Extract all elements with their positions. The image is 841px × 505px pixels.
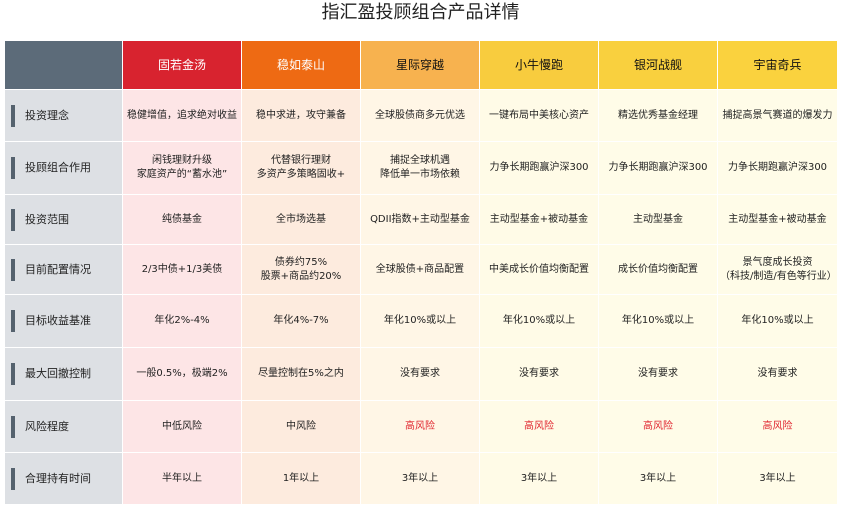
table-cell: 3年以上: [360, 452, 480, 505]
table-row: 投顾组合作用 闲钱理财升级 家庭资产的“蓄水池” 代替银行理财 多资产多策略固收+ 捕…: [4, 141, 838, 195]
row-label: 风险程度: [25, 419, 69, 433]
row-header-cell: 目标收益基准: [4, 294, 123, 348]
table-cell: 3年以上: [598, 452, 718, 505]
row-label: 最大回撤控制: [25, 367, 91, 380]
table-cell: 1年以上: [241, 452, 361, 505]
table-cell: 全市场选基: [241, 194, 361, 245]
table-cell: QDII指数+主动型基金: [360, 194, 480, 245]
table-cell: 年化10%或以上: [598, 294, 718, 348]
table-cell: 没有要求: [479, 347, 599, 401]
row-label: 目前配置情况: [25, 262, 91, 276]
header-corner-cell: [4, 40, 123, 90]
table-cell: 全球股债商多元优选: [360, 89, 480, 142]
table-cell: 没有要求: [598, 347, 718, 401]
table-cell: 主动型基金+被动基金: [479, 194, 599, 245]
table-cell: 高风险: [717, 400, 838, 453]
row-header-cell: 投资范围: [4, 194, 123, 245]
product-header-cell: 稳如泰山: [241, 40, 361, 90]
table-cell: 债券约75% 股票+商品约20%: [241, 244, 361, 295]
table-cell: 捕捉高景气赛道的爆发力: [717, 89, 838, 142]
product-header-cell: 宇宙奇兵: [717, 40, 838, 90]
table-row: 投资理念 稳健增值，追求绝对收益 稳中求进，攻守兼备 全球股债商多元优选 一键布局中美核…: [4, 89, 838, 142]
row-header-cell: 最大回撤控制: [4, 347, 123, 401]
table-row: 合理持有时间 半年以上 1年以上 3年以上 3年以上 3年以上 3年以上: [4, 452, 838, 505]
table-cell: 尽量控制在5%之内: [241, 347, 361, 401]
row-label: 合理持有时间: [25, 471, 91, 485]
table-cell: 中美成长价值均衡配置: [479, 244, 599, 295]
row-header-cell: 投顾组合作用: [4, 141, 123, 195]
row-marker-bar: [11, 157, 15, 179]
table-cell: 捕捉全球机遇 降低单一市场依赖: [360, 141, 480, 195]
table-cell: 力争长期跑赢沪深300: [598, 141, 718, 195]
table-cell: 没有要求: [717, 347, 838, 401]
row-marker-bar: [11, 258, 15, 281]
table-cell: 没有要求: [360, 347, 480, 401]
row-label: 投资理念: [25, 108, 69, 122]
table-cell: 年化4%-7%: [241, 294, 361, 348]
table-cell: 高风险: [479, 400, 599, 453]
table-cell: 景气度成长投资 （科技/制造/有色等行业）: [717, 244, 838, 295]
table-cell: 纯债基金: [122, 194, 242, 245]
row-marker-bar: [11, 415, 15, 438]
table-row: 目标收益基准 年化2%-4% 年化4%-7% 年化10%或以上 年化10%或以上 年化10…: [4, 294, 838, 348]
row-label: 投顾组合作用: [25, 161, 91, 174]
row-marker-bar: [11, 208, 15, 231]
table-cell: 2/3中债+1/3美债: [122, 244, 242, 295]
product-header-cell: 固若金汤: [122, 40, 242, 90]
table-row: 风险程度 中低风险 中风险 高风险 高风险 高风险 高风险: [4, 400, 838, 453]
row-marker-bar: [11, 467, 15, 490]
row-label: 投资范围: [25, 212, 69, 226]
table-cell: 全球股债+商品配置: [360, 244, 480, 295]
table-cell: 高风险: [360, 400, 480, 453]
row-marker-bar: [11, 104, 15, 127]
table-cell: 主动型基金: [598, 194, 718, 245]
row-marker-bar: [11, 363, 15, 385]
table-cell: 年化10%或以上: [479, 294, 599, 348]
table-cell: 中风险: [241, 400, 361, 453]
product-comparison-table: 固若金汤 稳如泰山 星际穿越 小牛慢跑 银河战舰 宇宙奇兵 投资理念 稳健增值，追…: [4, 40, 838, 505]
row-header-cell: 投资理念: [4, 89, 123, 142]
table-row: 最大回撤控制 一般0.5%，极端2% 尽量控制在5%之内 没有要求 没有要求 没有要求 没有…: [4, 347, 838, 401]
table-cell: 代替银行理财 多资产多策略固收+: [241, 141, 361, 195]
table-cell: 高风险: [598, 400, 718, 453]
table-cell: 半年以上: [122, 452, 242, 505]
table-cell: 一键布局中美核心资产: [479, 89, 599, 142]
product-header-cell: 银河战舰: [598, 40, 718, 90]
row-header-cell: 目前配置情况: [4, 244, 123, 295]
row-marker-bar: [11, 310, 15, 332]
table-cell: 年化10%或以上: [717, 294, 838, 348]
table-cell: 年化10%或以上: [360, 294, 480, 348]
table-cell: 主动型基金+被动基金: [717, 194, 838, 245]
table-cell: 精选优秀基金经理: [598, 89, 718, 142]
row-header-cell: 合理持有时间: [4, 452, 123, 505]
header-row: 固若金汤 稳如泰山 星际穿越 小牛慢跑 银河战舰 宇宙奇兵: [4, 40, 838, 90]
product-header-cell: 小牛慢跑: [479, 40, 599, 90]
page-title: 指汇盈投顾组合产品详情: [321, 2, 520, 23]
table-cell: 一般0.5%，极端2%: [122, 347, 242, 401]
row-label: 目标收益基准: [25, 314, 91, 327]
table-cell: 3年以上: [717, 452, 838, 505]
table-row: 投资范围 纯债基金 全市场选基 QDII指数+主动型基金 主动型基金+被动基金 主动型基金…: [4, 194, 838, 245]
table-cell: 年化2%-4%: [122, 294, 242, 348]
row-header-cell: 风险程度: [4, 400, 123, 453]
table-cell: 稳中求进，攻守兼备: [241, 89, 361, 142]
table-cell: 力争长期跑赢沪深300: [479, 141, 599, 195]
table-cell: 稳健增值，追求绝对收益: [122, 89, 242, 142]
table-cell: 中低风险: [122, 400, 242, 453]
product-header-cell: 星际穿越: [360, 40, 480, 90]
table-cell: 力争长期跑赢沪深300: [717, 141, 838, 195]
table-cell: 闲钱理财升级 家庭资产的“蓄水池”: [122, 141, 242, 195]
table-cell: 3年以上: [479, 452, 599, 505]
table-cell: 成长价值均衡配置: [598, 244, 718, 295]
table-row: 目前配置情况 2/3中债+1/3美债 债券约75% 股票+商品约20% 全球股债+商品…: [4, 244, 838, 295]
